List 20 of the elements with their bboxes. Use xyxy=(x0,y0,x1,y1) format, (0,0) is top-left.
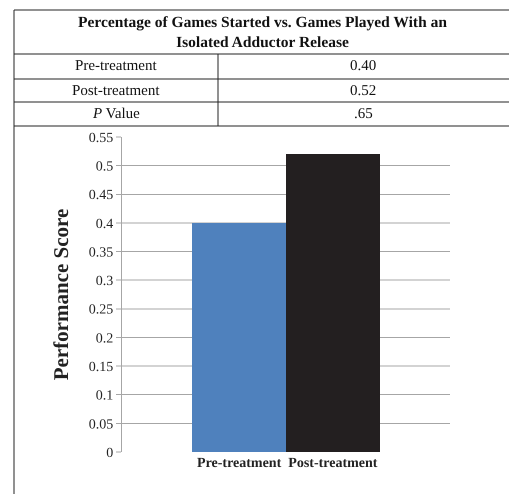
y-tick-label: 0.15 xyxy=(88,360,114,375)
text: 0.40 xyxy=(350,58,376,74)
chart-title: Percentage of Games Started vs. Games Played With an Isolated Adductor Release xyxy=(78,14,448,52)
y-tick-label: 0.45 xyxy=(88,188,114,204)
y-tick-label: 0.25 xyxy=(88,302,114,318)
y-tick-label: 0.55 xyxy=(88,130,114,146)
y-tick-label: 0.5 xyxy=(96,160,114,175)
y-tick-label: 0.1 xyxy=(96,388,114,404)
y-tick-label: 0.4 xyxy=(96,216,114,232)
text: Post-treatment xyxy=(72,83,160,99)
text: Pre-treatment xyxy=(75,58,158,74)
y-tick-label: 0.05 xyxy=(88,417,114,432)
text: .65 xyxy=(354,106,373,122)
text: 0.52 xyxy=(350,83,376,99)
y-tick-label: 0 xyxy=(106,446,114,461)
y-tick-label: 0.3 xyxy=(96,274,114,290)
y-tick-label: 0.35 xyxy=(88,245,114,260)
y-tick-label: 0.2 xyxy=(96,331,114,346)
y-axis-title: Performance Score xyxy=(48,208,73,380)
text: P Value xyxy=(92,106,140,122)
